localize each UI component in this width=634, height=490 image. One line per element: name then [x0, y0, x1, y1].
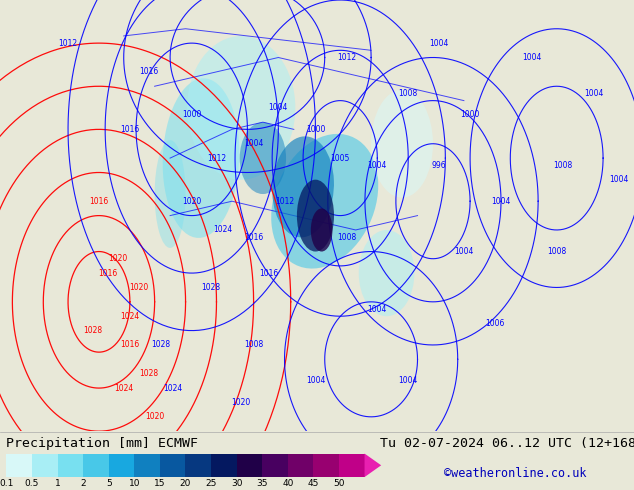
Bar — [83, 454, 108, 477]
Text: 1016: 1016 — [89, 196, 108, 206]
Text: 1012: 1012 — [207, 153, 226, 163]
Text: 20: 20 — [180, 479, 191, 489]
Ellipse shape — [371, 90, 433, 197]
Text: 1004: 1004 — [609, 175, 628, 184]
Text: 1004: 1004 — [306, 376, 325, 386]
Text: 1012: 1012 — [275, 196, 294, 206]
Text: 30: 30 — [231, 479, 242, 489]
Bar — [6, 454, 32, 477]
Text: 50: 50 — [333, 479, 345, 489]
Text: 1028: 1028 — [83, 326, 102, 335]
Text: 1004: 1004 — [454, 247, 474, 256]
Text: 1000: 1000 — [460, 110, 480, 120]
Text: 1016: 1016 — [99, 269, 118, 278]
Ellipse shape — [272, 136, 334, 237]
Bar — [339, 454, 365, 477]
Text: 1008: 1008 — [244, 341, 263, 349]
Text: 1: 1 — [55, 479, 60, 489]
Text: 1004: 1004 — [491, 196, 511, 206]
Text: 1020: 1020 — [182, 196, 202, 206]
Ellipse shape — [163, 78, 240, 238]
Text: 1028: 1028 — [152, 341, 171, 349]
Text: 1004: 1004 — [399, 376, 418, 386]
Bar — [288, 454, 313, 477]
Text: 1020: 1020 — [108, 254, 127, 263]
Text: 1008: 1008 — [399, 89, 418, 98]
Text: Tu 02-07-2024 06..12 UTC (12+168): Tu 02-07-2024 06..12 UTC (12+168) — [380, 437, 634, 450]
Ellipse shape — [311, 208, 332, 251]
Text: 1004: 1004 — [429, 39, 449, 48]
Bar — [108, 454, 134, 477]
Text: 1012: 1012 — [337, 53, 356, 62]
Bar — [134, 454, 160, 477]
Text: 45: 45 — [307, 479, 319, 489]
Text: 25: 25 — [205, 479, 217, 489]
Text: 1012: 1012 — [58, 39, 77, 48]
Text: 1004: 1004 — [584, 89, 604, 98]
Ellipse shape — [359, 230, 415, 316]
Text: 1005: 1005 — [330, 153, 350, 163]
Bar — [236, 454, 262, 477]
Bar — [58, 454, 83, 477]
Text: 1028: 1028 — [139, 369, 158, 378]
Text: 5: 5 — [106, 479, 112, 489]
Bar — [211, 454, 236, 477]
Bar — [185, 454, 211, 477]
Text: 0.1: 0.1 — [0, 479, 13, 489]
Text: 35: 35 — [257, 479, 268, 489]
Bar — [160, 454, 185, 477]
Bar — [32, 454, 58, 477]
Ellipse shape — [297, 180, 334, 251]
Text: 10: 10 — [129, 479, 140, 489]
Text: Precipitation [mm] ECMWF: Precipitation [mm] ECMWF — [6, 437, 198, 450]
Bar — [262, 454, 288, 477]
Text: 1024: 1024 — [114, 384, 133, 392]
Text: 1008: 1008 — [337, 233, 356, 242]
Polygon shape — [365, 454, 381, 477]
Text: 996: 996 — [432, 161, 446, 170]
Text: 1006: 1006 — [485, 319, 505, 328]
Text: 1004: 1004 — [244, 139, 263, 148]
Text: 1008: 1008 — [553, 161, 573, 170]
Text: 15: 15 — [154, 479, 165, 489]
Text: 1004: 1004 — [368, 161, 387, 170]
Text: 1020: 1020 — [129, 283, 149, 292]
Ellipse shape — [271, 134, 378, 269]
Text: 1000: 1000 — [182, 110, 202, 120]
Text: 2: 2 — [81, 479, 86, 489]
Ellipse shape — [155, 140, 186, 248]
Text: 1016: 1016 — [259, 269, 279, 278]
Bar — [313, 454, 339, 477]
Text: 1024: 1024 — [213, 225, 232, 235]
Text: ©weatheronline.co.uk: ©weatheronline.co.uk — [444, 467, 586, 480]
Text: 1004: 1004 — [368, 304, 387, 314]
Text: 40: 40 — [282, 479, 294, 489]
Text: 0.5: 0.5 — [25, 479, 39, 489]
Text: 1020: 1020 — [231, 398, 251, 407]
Text: 1016: 1016 — [120, 125, 139, 134]
Text: 1016: 1016 — [120, 341, 139, 349]
Text: 1000: 1000 — [306, 125, 325, 134]
Ellipse shape — [187, 36, 295, 180]
Text: 1004: 1004 — [522, 53, 541, 62]
Text: 1016: 1016 — [244, 233, 263, 242]
Text: 1028: 1028 — [201, 283, 220, 292]
Text: 1004: 1004 — [269, 103, 288, 112]
Ellipse shape — [240, 122, 286, 194]
Text: 1024: 1024 — [164, 384, 183, 392]
Text: 1020: 1020 — [145, 412, 164, 421]
Text: 1016: 1016 — [139, 67, 158, 76]
Text: 1008: 1008 — [547, 247, 566, 256]
Text: 1024: 1024 — [120, 312, 139, 321]
